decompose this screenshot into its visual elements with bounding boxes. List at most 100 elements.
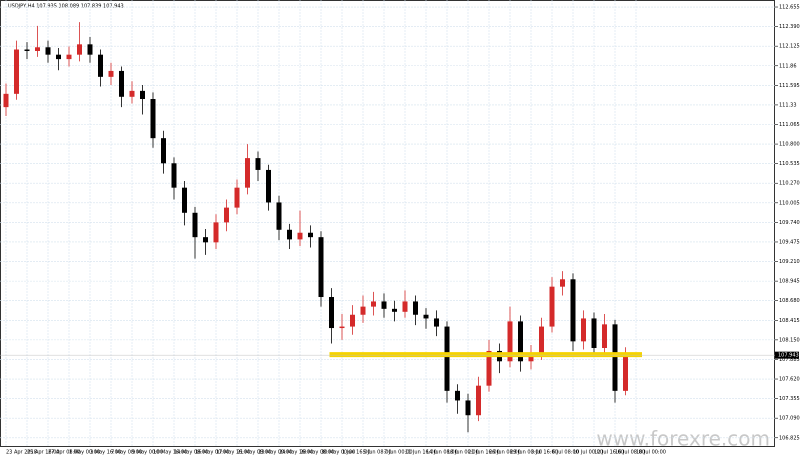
x-tick-label: 1 May 00:00 — [69, 450, 100, 456]
y-tick-label: 107.090 — [779, 416, 800, 422]
x-tick-label: 11 Jun 16:00 — [405, 450, 437, 456]
x-tick-label: 12 Jul 16:00 — [594, 450, 624, 456]
candle-body — [129, 90, 135, 97]
candle-body — [66, 54, 72, 60]
candle-body — [581, 318, 586, 342]
candle-body — [98, 54, 103, 77]
price-label: 107.943 — [778, 353, 799, 359]
candle-body — [276, 202, 282, 230]
x-tick-label: 26 Jun 08:00 — [489, 450, 521, 456]
y-tick-label: 112.390 — [779, 24, 800, 30]
candle-body — [318, 237, 324, 298]
y-tick-label: 110.270 — [779, 181, 800, 187]
plot-frame — [0, 0, 775, 447]
candle-body — [518, 321, 523, 362]
x-tick-label: 7 May 08:00 — [111, 450, 142, 456]
candle-body — [591, 318, 597, 348]
x-tick-label: 10 Jul 00:00 — [573, 450, 603, 456]
y-tick-label: 111.065 — [779, 122, 800, 128]
x-tick-label: 27 Apr 08:00 — [48, 450, 81, 456]
y-tick-label: 109.210 — [779, 259, 800, 265]
candle-body — [45, 47, 51, 55]
x-tick-label: 17 May 16:00 — [216, 450, 250, 456]
x-tick-label: 23 Apr 2018 — [6, 450, 37, 456]
candle-body — [213, 222, 219, 243]
x-tick-label: 3 May 16:00 — [90, 450, 121, 456]
x-tick-label: 14 Jun 08:00 — [426, 450, 458, 456]
x-tick-label: 21 Jun 16:00 — [468, 450, 500, 456]
y-tick-label: 107.620 — [779, 377, 800, 383]
x-tick-label: 29 Jun 00:00 — [510, 450, 542, 456]
candle-body — [612, 324, 618, 391]
y-tick-label: 109.740 — [779, 220, 800, 226]
candle-body — [56, 54, 61, 60]
x-tick-label: 6 Jul 08:00 — [552, 450, 579, 456]
candle-body — [108, 70, 114, 77]
x-tick-label: 3 Jul 16:00 — [531, 450, 558, 456]
candle-body — [329, 297, 334, 329]
x-tick-label: 16 Jul 08:00 — [615, 450, 645, 456]
candle-body — [623, 355, 628, 391]
candle-body — [507, 321, 513, 362]
price-box — [775, 351, 799, 359]
candle-body — [161, 138, 166, 164]
x-tick-label: 18 Jul 00:00 — [636, 450, 666, 456]
candle-body — [339, 326, 345, 329]
candle-body — [150, 99, 156, 139]
candle-body — [444, 326, 450, 391]
candle-body — [245, 158, 250, 188]
candle-body — [224, 207, 229, 223]
x-tick-label: 28 May 08:00 — [300, 450, 334, 456]
y-tick-label: 108.150 — [779, 337, 800, 343]
candle-body — [35, 47, 40, 51]
candle-body — [539, 326, 544, 354]
x-tick-label: 21 May 08:00 — [237, 450, 271, 456]
candle-body — [14, 49, 19, 94]
x-tick-label: 25 Apr 16:00 — [27, 450, 60, 456]
x-tick-label: 10 May 16:00 — [153, 450, 187, 456]
candle-body — [455, 390, 460, 401]
candle-body — [3, 93, 9, 108]
y-tick-label: 110.005 — [779, 200, 800, 206]
candle-body — [402, 301, 408, 312]
candle-body — [87, 44, 93, 55]
candle-body — [476, 385, 481, 416]
x-tick-label: 23 May 00:00 — [258, 450, 292, 456]
y-tick-label: 107.885 — [779, 357, 800, 363]
candle-body — [560, 279, 565, 287]
y-tick-label: 108.680 — [779, 298, 800, 304]
candle-body — [392, 308, 397, 312]
y-tick-label: 111.595 — [779, 83, 800, 89]
candle-body — [486, 350, 492, 386]
x-tick-label: 14 May 08:00 — [174, 450, 208, 456]
x-tick-label: 24 May 16:00 — [279, 450, 313, 456]
y-tick-label: 108.945 — [779, 279, 800, 285]
candle-body — [350, 314, 355, 327]
candle-body — [234, 187, 240, 208]
candle-body — [308, 232, 313, 238]
candle-body — [423, 314, 429, 319]
y-tick-label: 111.33 — [779, 102, 797, 108]
x-tick-label: 1 Jun 16:00 — [342, 450, 371, 456]
candle-body — [203, 237, 208, 243]
candle-body — [24, 49, 30, 51]
x-tick-label: 9 May 00:00 — [132, 450, 163, 456]
y-tick-label: 112.655 — [779, 5, 800, 11]
candle-body — [182, 187, 187, 213]
candle-body — [371, 301, 376, 307]
x-tick-label: 7 Jun 00:00 — [384, 450, 413, 456]
watermark: www.forexre.com — [596, 427, 770, 451]
candle-body — [528, 353, 534, 362]
candle-body — [549, 286, 555, 327]
candle-body — [465, 400, 471, 416]
candle-body — [287, 229, 292, 240]
candle-body — [434, 318, 439, 327]
y-tick-label: 106.825 — [779, 435, 800, 441]
y-tick-label: 107.355 — [779, 396, 800, 402]
y-tick-label: 110.800 — [779, 142, 800, 148]
y-tick-label: 108.415 — [779, 318, 800, 324]
x-tick-label: 18 Jun 00:00 — [447, 450, 479, 456]
chart-title: USDJPY,H4 107.935 108.089 107.839 107.94… — [8, 4, 124, 10]
y-tick-label: 110.535 — [779, 161, 800, 167]
